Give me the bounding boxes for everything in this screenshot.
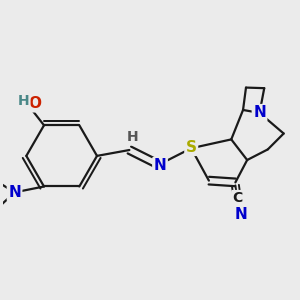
Text: N: N [154,158,166,173]
Text: N: N [8,185,21,200]
Text: N: N [253,105,266,120]
Text: H: H [127,130,138,144]
Text: S: S [186,140,197,154]
Text: N: N [234,207,247,222]
Text: H: H [18,94,29,108]
Text: C: C [232,191,243,205]
Text: O: O [29,96,42,111]
